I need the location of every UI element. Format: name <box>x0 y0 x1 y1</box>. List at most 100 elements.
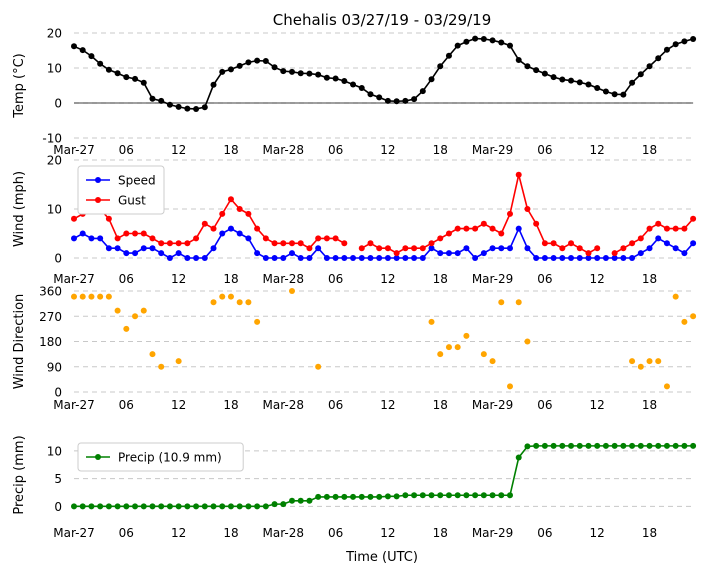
data-point <box>646 225 653 232</box>
data-point <box>306 245 313 252</box>
data-point <box>594 255 601 261</box>
data-point <box>105 245 112 252</box>
data-point <box>166 101 173 108</box>
data-point <box>576 255 583 261</box>
series-line-gust <box>614 218 694 254</box>
data-point <box>524 63 531 70</box>
data-point <box>114 235 121 242</box>
data-point <box>681 442 688 449</box>
x-tick-label: 12 <box>380 398 395 412</box>
data-point <box>655 235 662 242</box>
data-point <box>289 250 295 257</box>
x-tick-label: 06 <box>537 272 552 286</box>
data-point <box>149 503 156 510</box>
data-point <box>193 235 200 242</box>
data-point <box>419 492 426 499</box>
data-point <box>472 225 479 232</box>
data-point <box>428 245 435 252</box>
x-tick-label: 12 <box>590 272 605 286</box>
data-point <box>97 503 104 510</box>
data-point <box>132 230 139 237</box>
data-point <box>472 492 479 499</box>
data-point <box>690 240 697 247</box>
y-axis-title: Wind (mph) <box>12 171 27 247</box>
data-point <box>463 225 470 232</box>
data-point <box>140 503 147 510</box>
data-point <box>384 245 391 252</box>
x-tick-label: 18 <box>642 398 657 412</box>
x-tick-label: 18 <box>223 272 238 286</box>
panel-precipitation: 0 5 10 Precip (mm) Mar-27 06 12 18 Mar-28 06 12 18 M… <box>12 435 697 540</box>
y-tick-label: 20 <box>47 154 62 168</box>
data-point <box>227 503 234 510</box>
data-point <box>428 492 435 499</box>
data-point <box>245 210 252 217</box>
data-point <box>97 60 104 67</box>
data-point <box>437 63 444 70</box>
x-tick-label: 06 <box>328 398 343 412</box>
data-point <box>541 240 548 247</box>
data-point <box>166 503 173 510</box>
y-tick-label: 10 <box>47 203 62 217</box>
y-tick-label: 5 <box>54 472 62 486</box>
data-point <box>437 492 444 499</box>
data-point <box>184 503 191 510</box>
data-point <box>289 288 295 294</box>
data-point <box>655 55 662 62</box>
data-point <box>132 503 139 510</box>
x-tick-label: 18 <box>642 143 657 157</box>
data-point <box>367 91 374 98</box>
data-point <box>158 240 165 247</box>
data-point <box>411 245 418 252</box>
data-point <box>463 332 470 339</box>
x-tick-label: 12 <box>590 526 605 540</box>
data-point <box>245 59 252 66</box>
data-point <box>489 358 496 365</box>
data-point <box>254 503 261 510</box>
legend: Precip (10.9 mm) <box>77 442 244 472</box>
x-tick-label: 18 <box>433 272 448 286</box>
data-point <box>123 74 130 81</box>
x-tick-label: Mar-29 <box>472 143 513 157</box>
data-point <box>655 358 662 365</box>
data-point <box>637 235 644 242</box>
data-point <box>393 250 400 257</box>
data-point <box>210 245 217 252</box>
data-point <box>524 443 531 450</box>
x-tick-label: 12 <box>380 272 395 286</box>
data-point <box>114 307 121 314</box>
x-tick-label: 06 <box>328 272 343 286</box>
x-tick-label: 18 <box>223 398 238 412</box>
data-point <box>393 98 400 105</box>
data-point <box>559 76 566 83</box>
data-point <box>646 358 653 365</box>
data-point <box>663 46 670 53</box>
data-point <box>463 245 470 252</box>
data-point <box>411 492 418 499</box>
x-tick-label: 18 <box>433 526 448 540</box>
data-point <box>480 35 487 42</box>
x-tick-label: 12 <box>171 398 186 412</box>
series-line-temp <box>73 37 694 110</box>
data-point <box>71 43 77 50</box>
data-point <box>602 442 609 449</box>
data-point <box>280 501 287 508</box>
data-point <box>507 492 513 499</box>
data-point <box>262 58 269 64</box>
y-tick-label: 0 <box>54 500 62 514</box>
data-point <box>611 91 618 98</box>
data-point <box>219 230 226 237</box>
data-point <box>262 235 269 242</box>
data-point <box>663 240 670 247</box>
data-point <box>123 503 130 510</box>
data-point <box>175 250 182 257</box>
data-point <box>419 255 426 261</box>
data-point <box>672 245 679 252</box>
data-point <box>184 105 191 112</box>
data-point <box>454 344 461 351</box>
data-point <box>620 245 627 252</box>
x-tick-label: Mar-29 <box>472 526 513 540</box>
y-tick-label: 360 <box>39 285 62 299</box>
data-point <box>210 299 217 306</box>
x-tick-label: 12 <box>171 143 186 157</box>
